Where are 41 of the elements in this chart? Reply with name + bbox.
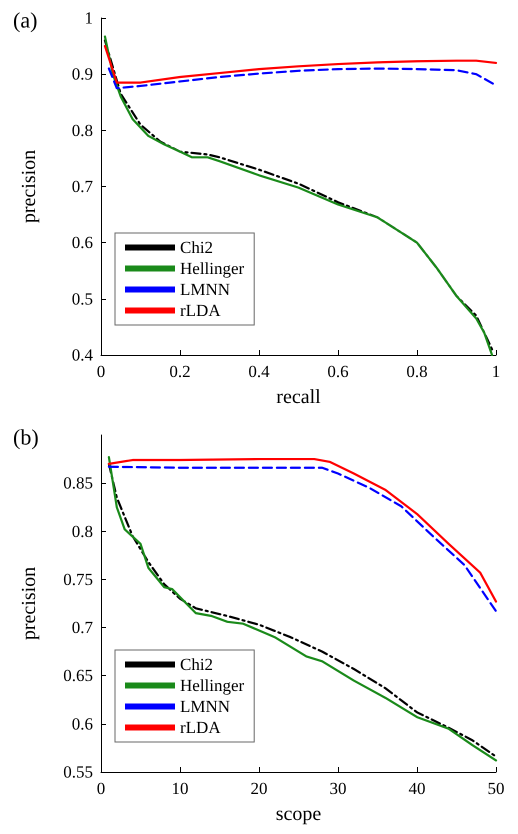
y-tick-label: 0.6 — [72, 714, 93, 734]
y-tick-label: 0.9 — [72, 64, 93, 84]
x-tick-label: 50 — [488, 779, 504, 798]
y-tick-label: 0.85 — [63, 474, 93, 493]
y-tick-label: 0.7 — [72, 177, 94, 196]
legend-label: Chi2 — [180, 655, 214, 674]
x-tick-label: 0.4 — [248, 362, 270, 381]
x-tick-label: 20 — [250, 779, 268, 798]
y-tick-label: 0.6 — [72, 233, 93, 252]
y-tick-label: 0.65 — [63, 666, 93, 686]
y-axis-title: precision — [18, 566, 40, 640]
x-tick-label: 1 — [492, 362, 500, 381]
legend-label: Hellinger — [180, 676, 245, 695]
x-axis-title: scope — [276, 803, 322, 825]
x-tick-label: 0.2 — [169, 362, 191, 381]
legend-label: LMNN — [180, 280, 230, 299]
y-axis-title: precision — [18, 150, 40, 224]
x-tick-label: 0.8 — [406, 362, 428, 381]
x-tick-label: 0.6 — [327, 362, 349, 381]
legend-label: Hellinger — [180, 259, 245, 278]
y-tick-label: 0.8 — [72, 120, 93, 140]
y-tick-label: 0.75 — [63, 570, 93, 589]
y-tick-label: 0.4 — [72, 346, 94, 364]
legend-label: Chi2 — [180, 238, 214, 257]
y-tick-label: 0.7 — [72, 618, 94, 638]
x-tick-label: 0 — [96, 362, 106, 381]
x-tick-label: 0 — [96, 779, 106, 798]
x-axis-title: recall — [276, 386, 322, 408]
chart-title: (a) — [13, 8, 38, 32]
y-tick-label: 0.5 — [72, 289, 93, 308]
chart-title: (b) — [13, 424, 39, 450]
y-tick-label: 0.8 — [72, 522, 93, 541]
y-tick-label: 0.55 — [63, 762, 93, 782]
x-tick-label: 10 — [172, 779, 188, 798]
legend-label: LMNN — [180, 697, 230, 716]
legend-label: rLDA — [180, 301, 222, 320]
y-tick-label: 1 — [84, 8, 93, 28]
legend-label: rLDA — [180, 718, 222, 737]
line-series — [104, 44, 498, 84]
x-tick-label: 40 — [408, 779, 426, 798]
x-tick-label: 30 — [330, 779, 346, 798]
